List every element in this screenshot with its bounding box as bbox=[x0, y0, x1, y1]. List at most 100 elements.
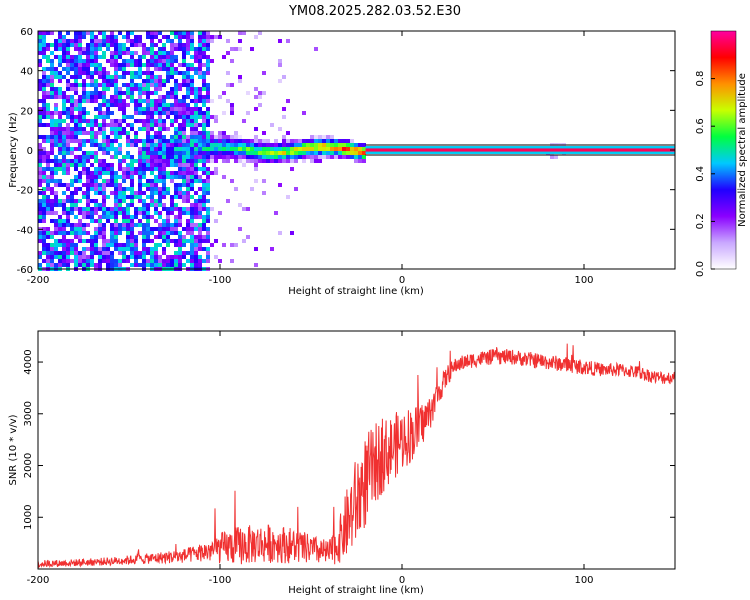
spectrogram-ytick-label: -40 bbox=[17, 225, 33, 236]
spectrogram-cell bbox=[158, 83, 162, 87]
spectrogram-cell bbox=[154, 99, 158, 103]
spectrogram-cell bbox=[98, 187, 102, 191]
spectrogram-cell bbox=[314, 139, 318, 143]
spectrogram-cell bbox=[282, 107, 286, 111]
spectrogram-cell bbox=[122, 195, 126, 199]
spectrogram-cell bbox=[146, 247, 150, 251]
spectrogram-cell bbox=[122, 223, 126, 227]
spectrogram-cell bbox=[114, 55, 118, 59]
spectrogram-cell bbox=[174, 43, 178, 47]
spectrogram-cell bbox=[358, 147, 362, 151]
spectrogram-cell bbox=[110, 207, 114, 211]
spectrogram-cell bbox=[166, 63, 170, 67]
spectrogram-cell bbox=[190, 119, 194, 123]
spectrogram-cell bbox=[98, 39, 102, 43]
spectrogram-cell bbox=[246, 235, 250, 239]
spectrogram-cell bbox=[178, 195, 182, 199]
spectrogram-cell bbox=[162, 119, 166, 123]
spectrogram-cell bbox=[90, 155, 94, 159]
spectrogram-cell bbox=[310, 155, 314, 159]
spectrogram-cell bbox=[202, 171, 206, 175]
spectrogram-cell bbox=[66, 111, 70, 115]
spectrogram-cell bbox=[178, 239, 182, 243]
spectrogram-cell bbox=[182, 103, 186, 107]
spectrogram-cell bbox=[98, 75, 102, 79]
spectrogram-cell bbox=[190, 159, 194, 163]
spectrogram-cell bbox=[58, 59, 62, 63]
spectrogram-cell bbox=[150, 143, 154, 147]
spectrogram-cell bbox=[150, 151, 154, 155]
spectrogram-cell bbox=[78, 39, 82, 43]
spectrogram-cell bbox=[62, 263, 66, 267]
spectrogram-cell bbox=[178, 219, 182, 223]
spectrogram-cell bbox=[258, 139, 262, 143]
spectrogram-cell bbox=[102, 39, 106, 43]
spectrogram-cell bbox=[142, 259, 146, 263]
spectrogram-cell bbox=[82, 143, 86, 147]
spectrogram-cell bbox=[346, 139, 350, 143]
spectrogram-cell bbox=[134, 43, 138, 47]
spectrogram-cell bbox=[282, 147, 286, 151]
spectrogram-cell bbox=[286, 195, 290, 199]
spectrogram-cell bbox=[194, 115, 198, 119]
spectrogram-cell bbox=[78, 219, 82, 223]
spectrogram-cell bbox=[46, 207, 50, 211]
spectrogram-cell bbox=[166, 127, 170, 131]
spectrogram-cell bbox=[102, 167, 106, 171]
spectrogram-cell bbox=[122, 127, 126, 131]
spectrogram-cell bbox=[114, 259, 118, 263]
snr-xlabel: Height of straight line (km) bbox=[288, 585, 424, 596]
spectrogram-cell bbox=[154, 131, 158, 135]
spectrogram-cell bbox=[278, 79, 282, 83]
spectrogram-cell bbox=[178, 47, 182, 51]
spectrogram-cell bbox=[154, 235, 158, 239]
spectrogram-cell bbox=[186, 43, 190, 47]
spectrogram-cell bbox=[102, 123, 106, 127]
spectrogram-cell bbox=[86, 43, 90, 47]
spectrogram-cell bbox=[178, 99, 182, 103]
spectrogram-cell bbox=[114, 155, 118, 159]
spectrogram-cell bbox=[142, 223, 146, 227]
spectrogram-cell bbox=[194, 171, 198, 175]
spectrogram-cell bbox=[86, 187, 90, 191]
spectrogram-cell bbox=[138, 147, 142, 151]
spectrogram-cell bbox=[50, 171, 54, 175]
spectrogram-cell bbox=[186, 251, 190, 255]
spectrogram-cell bbox=[158, 143, 162, 147]
spectrogram-cell bbox=[66, 135, 70, 139]
spectrogram-cell bbox=[82, 195, 86, 199]
spectrogram-cell bbox=[214, 135, 218, 139]
spectrogram-cell bbox=[150, 203, 154, 207]
spectrogram-cell bbox=[190, 127, 194, 131]
spectrogram-ytick-label: 20 bbox=[20, 106, 33, 117]
spectrogram-cell bbox=[54, 95, 58, 99]
spectrogram-cell bbox=[66, 127, 70, 131]
spectrogram-cell bbox=[90, 95, 94, 99]
spectrogram-cell bbox=[230, 259, 234, 263]
spectrogram-cell bbox=[142, 255, 146, 259]
snr-xtick-label: -200 bbox=[27, 575, 50, 586]
spectrogram-cell bbox=[186, 95, 190, 99]
spectrogram-cell bbox=[74, 39, 78, 43]
spectrogram-cell bbox=[134, 139, 138, 143]
spectrogram-cell bbox=[106, 147, 110, 151]
spectrogram-cell bbox=[46, 259, 50, 263]
spectrogram-cell bbox=[86, 199, 90, 203]
spectrogram-cell bbox=[206, 211, 210, 215]
spectrogram-cell bbox=[150, 159, 154, 163]
spectrogram-cell bbox=[310, 147, 314, 151]
spectrogram-cell bbox=[42, 43, 46, 47]
spectrogram-cell bbox=[114, 139, 118, 143]
spectrogram-cell bbox=[230, 243, 234, 247]
spectrogram-cell bbox=[214, 255, 218, 259]
spectrogram-cell bbox=[82, 119, 86, 123]
spectrogram-cell bbox=[58, 47, 62, 51]
spectrogram-cell bbox=[202, 139, 206, 143]
spectrogram-cell bbox=[170, 71, 174, 75]
spectrogram-cell bbox=[42, 155, 46, 159]
spectrogram-cell bbox=[74, 35, 78, 39]
spectrogram-cell bbox=[178, 155, 182, 159]
spectrogram-cell bbox=[42, 195, 46, 199]
spectrogram-cell bbox=[162, 251, 166, 255]
spectrogram-cell bbox=[182, 31, 186, 35]
